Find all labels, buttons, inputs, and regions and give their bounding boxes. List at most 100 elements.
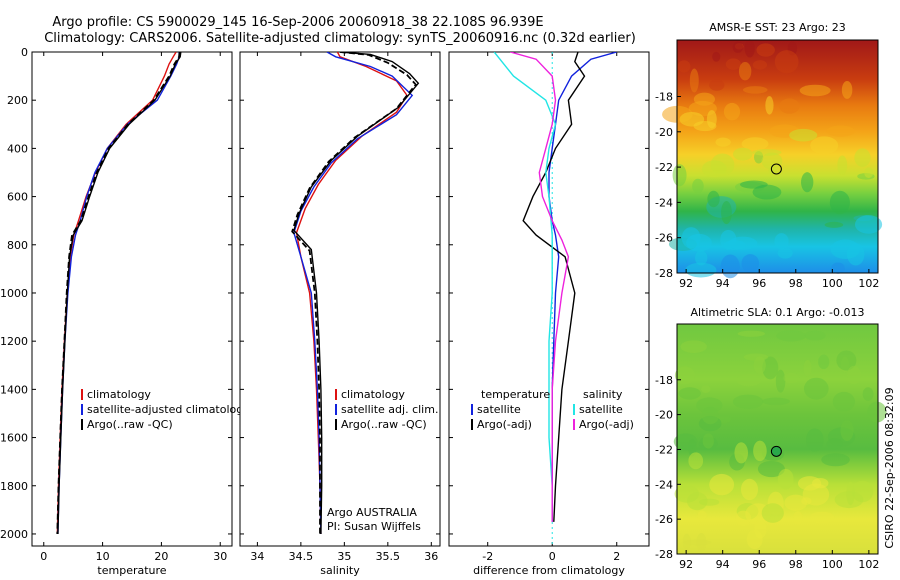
map-x-tick-label: 100 xyxy=(822,558,843,571)
map-texture-patch xyxy=(697,510,707,521)
map-y-tick-label: -24 xyxy=(655,478,673,491)
plot-frame xyxy=(239,51,441,547)
legend-label: satellite xyxy=(579,403,623,416)
map-texture-patch xyxy=(805,428,824,452)
x-tick-label: 20 xyxy=(154,550,168,563)
map-texture-patch xyxy=(702,433,714,449)
map-texture-patch xyxy=(733,147,753,161)
map-texture-patch xyxy=(672,164,687,187)
plot-frame xyxy=(31,51,233,547)
map-texture-patch xyxy=(829,190,850,215)
legend-swatch xyxy=(335,419,337,430)
map-texture-patch xyxy=(738,61,752,81)
map-title: AMSR-E SST: 23 Argo: 23 xyxy=(709,21,846,34)
map-texture-patch xyxy=(728,236,758,250)
map-texture-patch xyxy=(673,433,698,450)
map-x-tick-label: 100 xyxy=(822,277,843,290)
map-y-tick-label: -18 xyxy=(655,374,673,387)
map-y-tick-label: -24 xyxy=(655,196,673,209)
map-texture-patch xyxy=(706,110,717,129)
y-tick-label: 1400 xyxy=(0,383,28,396)
legend: climatology satellite-adjusted climatolog… xyxy=(81,388,250,431)
y-tick-label: 2000 xyxy=(0,528,28,541)
temperature-profile-panel: 0 10 20 30 0 200 400 600 800 1000 1200 1400 1600 1800… xyxy=(0,46,250,577)
sla-map-panel: Altimetric SLA: 0.1 Argo: -0.013 92 94 96 98… xyxy=(655,306,887,571)
x-tick-label: -2 xyxy=(482,550,493,563)
map-texture-patch xyxy=(685,262,717,278)
legend-swatch xyxy=(81,389,83,400)
map-y-tick-label: -26 xyxy=(655,232,673,245)
legend-label: satellite adj. clim. xyxy=(341,403,438,416)
y-tick-label: 1800 xyxy=(0,480,28,493)
x-tick-label: 35 xyxy=(337,550,351,563)
legend-swatch xyxy=(573,419,575,430)
map-texture-patch xyxy=(840,420,854,441)
map-texture-patch xyxy=(862,387,874,401)
map-texture-patch xyxy=(779,98,800,114)
map-texture-patch xyxy=(803,377,829,400)
series-line-argo-raw-qc xyxy=(293,52,420,535)
legend-label: satellite xyxy=(477,403,521,416)
map-texture-patch xyxy=(836,350,857,371)
legend-label: satellite-adjusted climatology xyxy=(87,403,250,416)
map-texture-patch xyxy=(686,233,712,252)
x-tick-label: 2 xyxy=(613,550,620,563)
x-axis-label: difference from climatology xyxy=(473,564,625,577)
map-texture-patch xyxy=(741,137,769,151)
map-x-tick-label: 98 xyxy=(789,558,803,571)
map-texture-patch xyxy=(821,453,850,467)
salinity-profile-panel: 34 34.5 35 35.5 36 salinity climatology satelli… xyxy=(239,51,441,577)
map-texture-patch xyxy=(753,356,766,374)
x-tick-label: 30 xyxy=(213,550,227,563)
map-texture-patch xyxy=(799,84,831,97)
map-y-tick-label: -26 xyxy=(655,513,673,526)
x-tick-label: 36 xyxy=(424,550,438,563)
map-texture-patch xyxy=(761,152,783,170)
map-texture-patch xyxy=(804,330,826,341)
map-texture-patch xyxy=(824,221,844,228)
map-texture-patch xyxy=(774,50,799,74)
map-texture-patch xyxy=(674,366,695,385)
map-texture-patch xyxy=(854,148,871,167)
figure-title-line1: Argo profile: CS 5900029_145 16-Sep-2006… xyxy=(52,15,543,30)
map-texture-patch xyxy=(701,385,711,393)
argo-location-marker xyxy=(770,163,782,175)
credit-line2: PI: Susan Wijffels xyxy=(327,520,421,533)
timestamp-side-text: CSIRO 22-Sep-2006 08:32:09 xyxy=(883,387,896,548)
map-frame xyxy=(676,39,879,274)
map-y-tick-label: -28 xyxy=(655,267,673,280)
map-texture-patch xyxy=(707,190,720,208)
map-texture-patch xyxy=(680,340,707,354)
map-texture-patch xyxy=(742,86,768,94)
map-texture-patch xyxy=(765,96,774,115)
map-texture-patch xyxy=(699,498,720,506)
legend-label: Argo(..raw -QC) xyxy=(341,418,427,431)
map-y-tick-label: -22 xyxy=(655,443,673,456)
legend-swatch xyxy=(335,389,337,400)
map-y-tick-label: -28 xyxy=(655,548,673,561)
map-texture-patch xyxy=(776,330,807,342)
map-frame xyxy=(676,323,879,555)
legend-swatch xyxy=(335,404,337,415)
y-tick-label: 1600 xyxy=(0,432,28,445)
map-texture-patch xyxy=(752,149,782,156)
map-texture-patch xyxy=(732,41,743,53)
argo-location-marker xyxy=(770,445,782,457)
map-texture-patch xyxy=(721,200,732,225)
series-line-climatology xyxy=(295,52,408,535)
map-texture-patch xyxy=(741,254,760,273)
map-title: Altimetric SLA: 0.1 Argo: -0.013 xyxy=(691,306,865,319)
map-x-tick-label: 96 xyxy=(752,558,766,571)
map-texture-patch xyxy=(831,262,845,274)
map-x-tick-label: 98 xyxy=(789,277,803,290)
legend-header: temperature xyxy=(481,388,550,401)
series-line-argo-adj xyxy=(291,52,417,534)
map-texture-patch xyxy=(810,136,839,155)
series-line-satellite-adj-clim xyxy=(293,52,414,535)
map-texture-patch xyxy=(677,60,691,73)
map-texture-patch xyxy=(841,81,853,99)
legend: temperature salinity satellite Argo(-adj) sa… xyxy=(471,388,634,431)
map-texture-patch xyxy=(818,354,830,370)
map-x-tick-label: 92 xyxy=(679,558,693,571)
map-texture-patch xyxy=(783,372,800,384)
